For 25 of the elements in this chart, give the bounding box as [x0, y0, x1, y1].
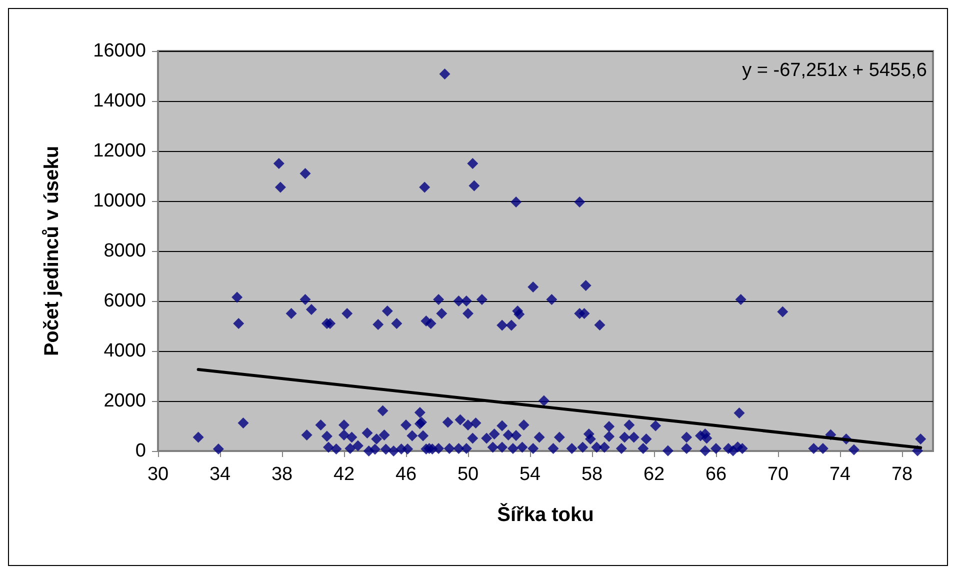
x-tick-label: 34 — [209, 464, 231, 485]
y-tick-label: 12000 — [93, 140, 146, 162]
y-axis-title: Počet jedinců v úseku — [41, 146, 63, 356]
y-tick-label: 8000 — [104, 240, 146, 262]
x-tick-label: 30 — [147, 464, 169, 485]
y-tick-label: 0 — [135, 440, 146, 462]
x-tick-label: 78 — [891, 464, 913, 485]
x-tick-label: 46 — [395, 464, 417, 485]
y-tick-label: 10000 — [93, 190, 146, 212]
x-tick-label: 38 — [271, 464, 293, 485]
x-tick-label: 70 — [767, 464, 789, 485]
y-tick-label: 16000 — [93, 40, 146, 62]
x-tick-label: 58 — [581, 464, 603, 485]
x-axis-title: Šířka toku — [497, 503, 594, 526]
y-tick-label: 4000 — [104, 340, 146, 362]
x-tick-label: 74 — [829, 464, 851, 485]
annotation: y = -67,251x + 5455,6 — [742, 60, 928, 81]
x-tick-label: 62 — [643, 464, 665, 485]
x-tick-label: 42 — [333, 464, 355, 485]
y-tick-label: 2000 — [104, 390, 146, 412]
x-tick-label: 54 — [519, 464, 541, 485]
x-tick-label: 66 — [705, 464, 727, 485]
y-tick-label: 6000 — [104, 290, 146, 312]
y-tick-label: 14000 — [93, 90, 146, 112]
x-tick-label: 50 — [457, 464, 479, 485]
